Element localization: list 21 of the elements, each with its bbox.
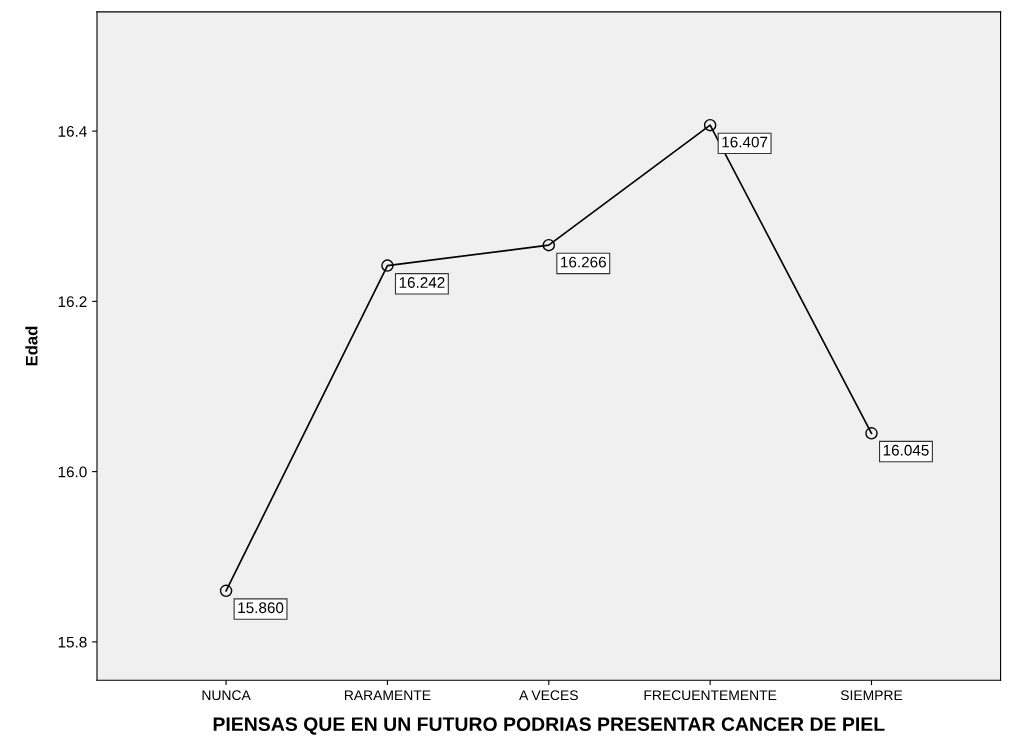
text: 16.407 (722, 136, 768, 148)
x-tick-label: NUNCA (202, 690, 251, 701)
point (865, 427, 878, 440)
x-tick-label: RARAMENTE (344, 690, 431, 700)
point (703, 118, 717, 132)
y-axis-title: Edad (25, 326, 38, 366)
point (219, 584, 233, 598)
x-tick-label: SIEMPRE (840, 690, 903, 701)
text: 16.266 (561, 256, 606, 268)
point (381, 259, 394, 272)
y-tick-label: 15.8 (58, 636, 87, 648)
y-tick-label: 16.0 (58, 466, 87, 478)
x-axis-title: PIENSAS QUE EN UN FUTURO PODRIAS PRESENTAR CANCER DE PIEL (213, 717, 885, 735)
point (542, 238, 556, 252)
text: 16.242 (399, 277, 445, 288)
y-tick-label: 16.4 (58, 125, 87, 137)
y-tick-label: 16.2 (58, 296, 87, 308)
text: 16.045 (883, 444, 929, 456)
text: 15.860 (238, 602, 284, 614)
x-tick-label: A VECES (519, 690, 578, 701)
x-tick-label: FRECUENTEMENTE (644, 690, 777, 701)
